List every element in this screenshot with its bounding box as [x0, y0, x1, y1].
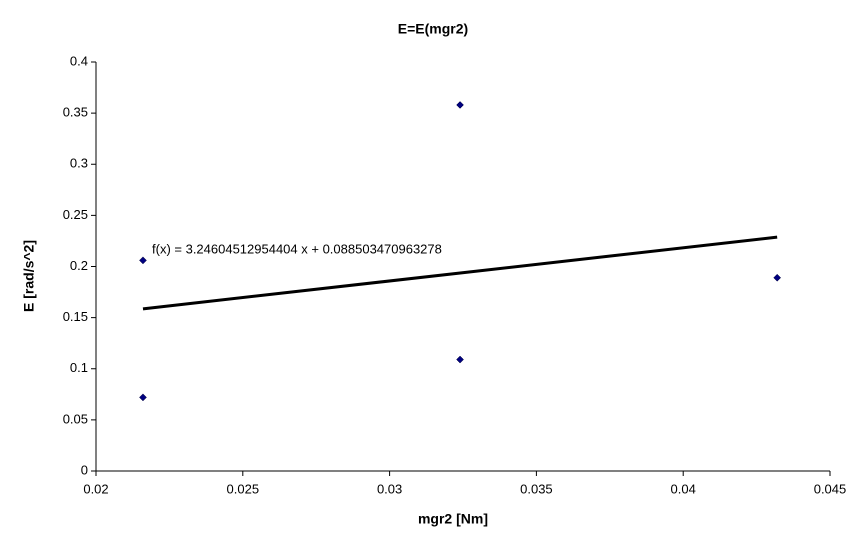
y-tick-label: 0.1 — [70, 360, 88, 375]
x-tick-label: 0.025 — [227, 481, 260, 496]
y-tick-label: 0.2 — [70, 258, 88, 273]
data-point — [456, 355, 464, 364]
trendline-equation: f(x) = 3.24604512954404 x + 0.0885034709… — [152, 241, 442, 256]
y-tick-label: 0.25 — [63, 207, 88, 222]
x-tick-label: 0.045 — [814, 481, 847, 496]
y-tick-label: 0.35 — [63, 105, 88, 120]
x-tick-label: 0.035 — [520, 481, 553, 496]
x-axis-label: mgr2 [Nm] — [418, 511, 488, 527]
y-tick-label: 0.05 — [63, 411, 88, 426]
data-point — [139, 393, 147, 402]
trendline — [142, 235, 778, 311]
x-tick-label: 0.03 — [377, 481, 402, 496]
data-point — [139, 256, 147, 265]
y-tick-label: 0.15 — [63, 309, 88, 324]
x-tick-label: 0.04 — [671, 481, 696, 496]
y-tick-label: 0 — [81, 462, 88, 477]
y-axis-label: E [rad/s^2] — [21, 240, 37, 312]
data-point — [773, 273, 782, 282]
y-tick-label: 0.4 — [70, 53, 88, 68]
data-point — [456, 101, 464, 109]
chart-title: E=E(mgr2) — [398, 21, 468, 37]
x-tick-label: 0.02 — [83, 481, 108, 496]
y-tick-label: 0.3 — [70, 156, 88, 171]
